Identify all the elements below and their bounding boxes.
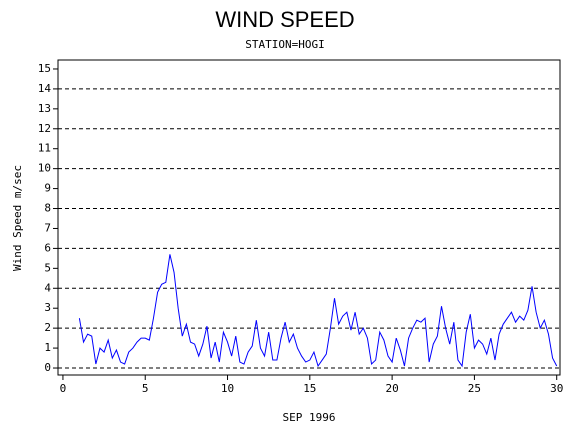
plot-frame <box>57 59 561 376</box>
x-tick-label: 30 <box>550 382 563 395</box>
y-tick-label: 6 <box>44 241 51 254</box>
y-tick-label: 11 <box>38 142 51 155</box>
y-tick-label: 0 <box>44 361 51 374</box>
x-tick-label: 0 <box>60 382 67 395</box>
y-tick-label: 7 <box>44 221 51 234</box>
y-tick-label: 2 <box>44 321 51 334</box>
y-tick-label: 14 <box>38 82 52 95</box>
y-tick-label: 13 <box>38 102 51 115</box>
chart-subtitle: STATION=HOGI <box>245 38 324 51</box>
y-tick-label: 10 <box>38 162 51 175</box>
data-line <box>78 254 558 368</box>
x-axis-label: SEP 1996 <box>283 411 336 424</box>
y-tick-label: 15 <box>38 62 51 75</box>
y-tick-label: 5 <box>44 261 51 274</box>
x-tick-label: 10 <box>221 382 234 395</box>
chart-title: WIND SPEED <box>215 7 354 32</box>
y-tick-label: 3 <box>44 301 51 314</box>
x-tick-label: 20 <box>385 382 398 395</box>
x-tick-label: 5 <box>142 382 149 395</box>
y-axis-label: Wind Speed m/sec <box>11 165 24 271</box>
y-tick-label: 12 <box>38 122 51 135</box>
y-tick-label: 8 <box>44 202 51 215</box>
x-tick-label: 25 <box>468 382 481 395</box>
y-tick-label: 9 <box>44 182 51 195</box>
y-tick-label: 4 <box>44 281 51 294</box>
y-tick-label: 1 <box>44 341 51 354</box>
x-tick-label: 15 <box>303 382 316 395</box>
